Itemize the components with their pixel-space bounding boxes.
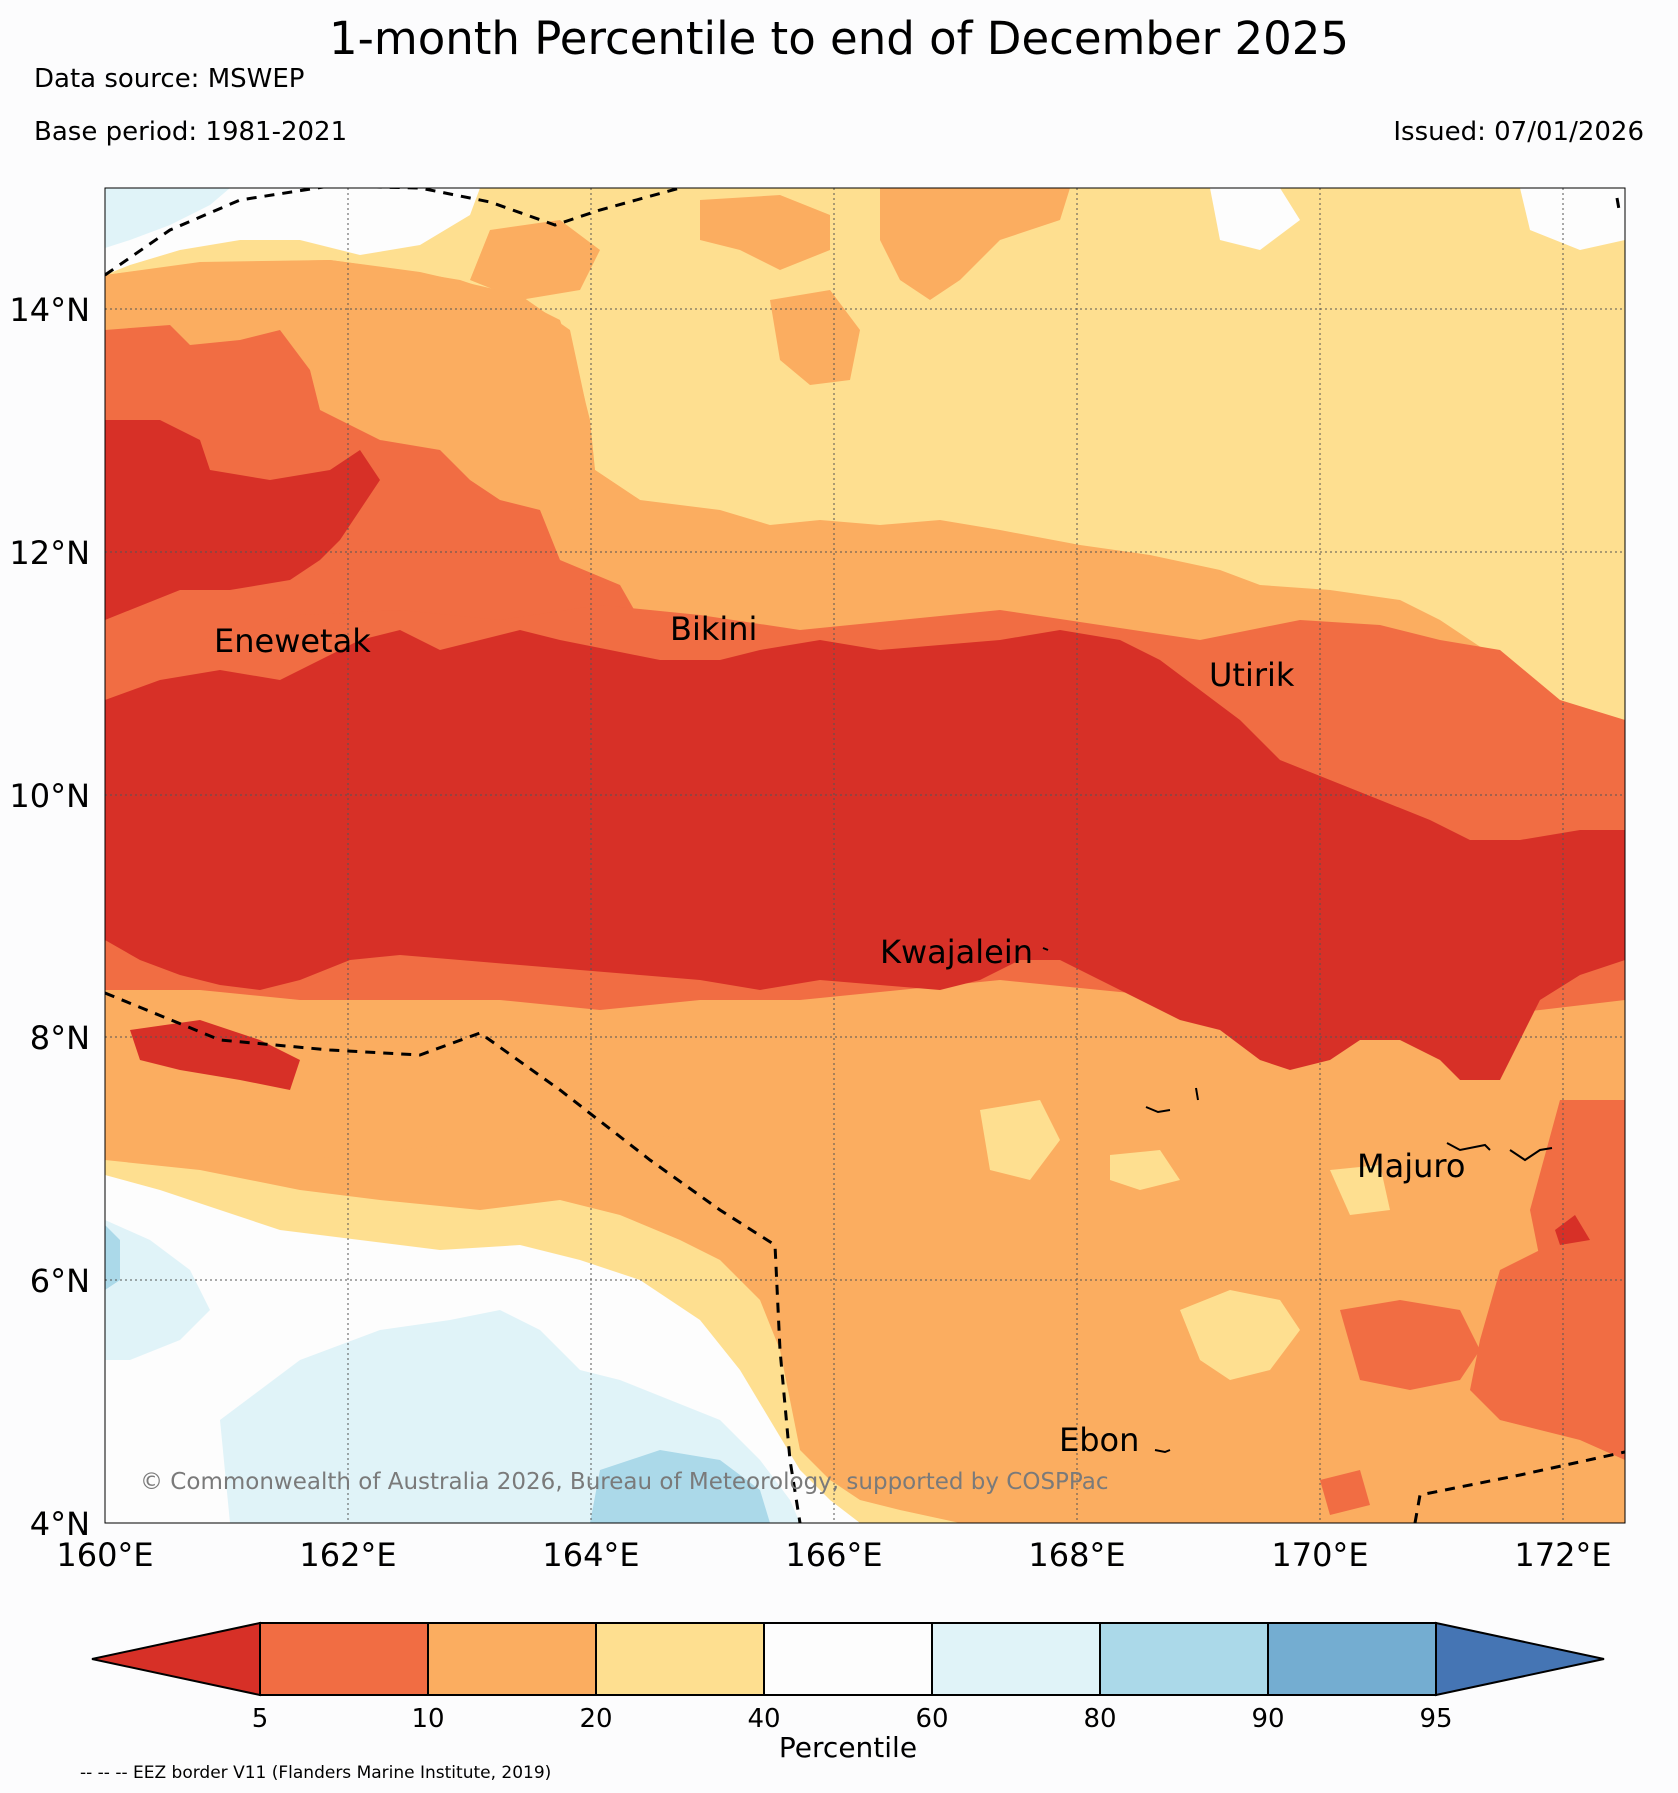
map-field [105, 188, 1625, 1523]
xtick-166E: 166°E [785, 1536, 882, 1574]
patch-yellow-se [1180, 1290, 1300, 1380]
xtick-170E: 170°E [1271, 1536, 1368, 1574]
xtick-162E: 162°E [299, 1536, 396, 1574]
band-80-90-s [590, 1450, 770, 1523]
band-5-10-e [1530, 1100, 1625, 1280]
patch-orange-n4 [470, 220, 600, 300]
colorbar-tick-80: 80 [1083, 1704, 1116, 1734]
data-source: Data source: MSWEP [34, 64, 305, 94]
ytick-12N: 12°N [9, 534, 90, 572]
eez-border [105, 188, 1625, 1523]
band-5-10-se [1340, 1300, 1480, 1390]
map-frame [104, 187, 1626, 1524]
xtick-168E: 168°E [1028, 1536, 1125, 1574]
atolls [1042, 947, 1553, 1454]
copyright-notice: © Commonwealth of Australia 2026, Bureau… [140, 1469, 1109, 1495]
patch-red-e [1555, 1215, 1590, 1245]
patch-white-ne1 [1210, 188, 1300, 250]
colorbar-tick-90: 90 [1251, 1704, 1284, 1734]
ytick-14N: 14°N [9, 291, 90, 329]
patch-dkorange-s [1320, 1470, 1370, 1515]
patch-orange-n1 [700, 195, 830, 270]
patch-yellow-c [980, 1100, 1060, 1180]
map-title: 1-month Percentile to end of December 20… [329, 12, 1349, 65]
colorbar-bin-20-40 [595, 1622, 765, 1696]
band-lt5-central [105, 630, 1625, 1080]
colorbar-bin-80-90 [1099, 1622, 1269, 1696]
issued-date: Issued: 07/01/2026 [1393, 117, 1644, 147]
ytick-8N: 8°N [30, 1019, 90, 1057]
xtick-160E: 160°E [56, 1536, 153, 1574]
colorbar-bin-90-95 [1267, 1622, 1437, 1696]
patch-red-sw [130, 1020, 300, 1090]
xtick-172E: 172°E [1514, 1536, 1611, 1574]
base-period: Base period: 1981-2021 [34, 117, 348, 147]
band-60-80-nw [105, 188, 230, 248]
colorbar-bin-40-60 [763, 1622, 933, 1696]
colorbar-tick-10: 10 [411, 1704, 444, 1734]
colorbar-label: Percentile [779, 1731, 917, 1764]
colorbar: 5 10 20 40 60 80 90 95 Percentile [91, 1621, 1605, 1764]
colorbar-bin-10-20 [427, 1622, 597, 1696]
eez-footnote: -- -- -- EEZ border V11 (Flanders Marine… [80, 1763, 551, 1783]
colorbar-extend-low [91, 1621, 261, 1697]
colorbar-bin-60-80 [931, 1622, 1101, 1696]
place-majuro: Majuro [1357, 1147, 1465, 1185]
patch-white-ne2 [1520, 188, 1625, 250]
band-lt5-west [105, 420, 380, 620]
patch-orange-n2 [880, 188, 1070, 300]
colorbar-tick-40: 40 [747, 1704, 780, 1734]
place-bikini: Bikini [670, 610, 757, 648]
colorbar-tick-95: 95 [1419, 1704, 1452, 1734]
colorbar-tick-5: 5 [252, 1704, 269, 1734]
place-enewetak: Enewetak [214, 622, 371, 660]
band-20-40-north [105, 188, 1625, 720]
ytick-6N: 6°N [30, 1262, 90, 1300]
colorbar-tick-60: 60 [915, 1704, 948, 1734]
graticule [105, 188, 1625, 1523]
band-60-80-sw [105, 1220, 210, 1360]
band-80-90-w [105, 1225, 120, 1290]
patch-orange-n3 [770, 290, 860, 385]
patch-yellow-majuro [1330, 1165, 1390, 1215]
colorbar-bin-5-10 [259, 1622, 429, 1696]
xtick-164E: 164°E [542, 1536, 639, 1574]
place-ebon: Ebon [1059, 1421, 1139, 1459]
colorbar-extend-high [1435, 1621, 1605, 1697]
ytick-10N: 10°N [9, 777, 90, 815]
place-kwajalein: Kwajalein [880, 933, 1033, 971]
place-utirik: Utirik [1209, 656, 1295, 694]
band-5-10-se2 [1470, 1230, 1625, 1460]
patch-yellow-c2 [1110, 1150, 1180, 1190]
colorbar-tick-20: 20 [579, 1704, 612, 1734]
ytick-4N: 4°N [30, 1505, 90, 1543]
